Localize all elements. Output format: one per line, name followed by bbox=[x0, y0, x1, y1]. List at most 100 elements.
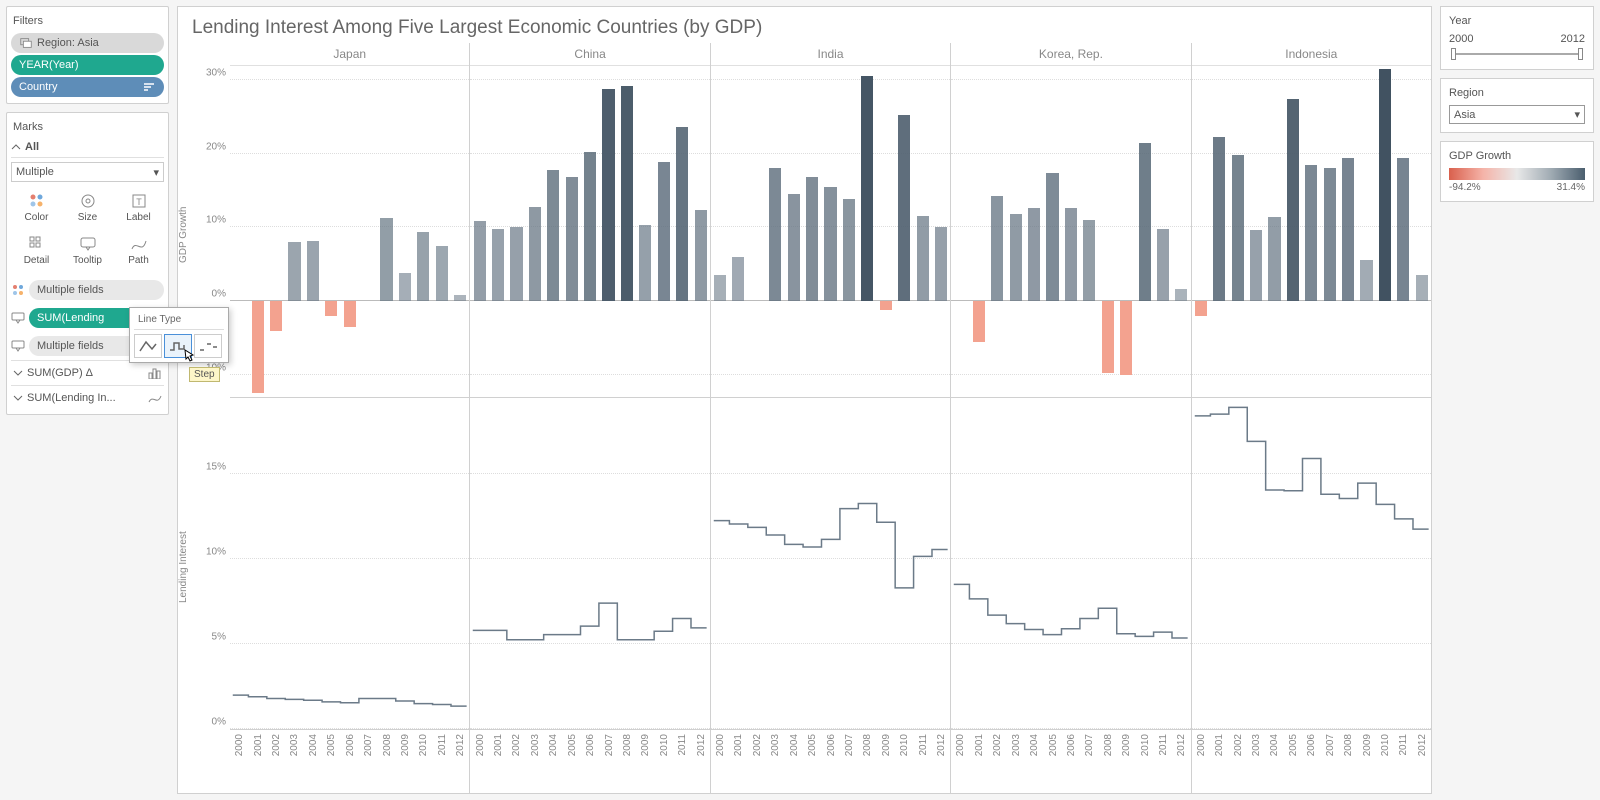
bar[interactable] bbox=[991, 196, 1003, 301]
x-tick: 2007 bbox=[844, 734, 855, 756]
bar[interactable] bbox=[861, 76, 873, 301]
filter-pill-region[interactable]: Region: Asia bbox=[11, 33, 164, 53]
bar[interactable] bbox=[529, 207, 541, 301]
bar[interactable] bbox=[1195, 301, 1207, 316]
x-tick: 2002 bbox=[752, 734, 763, 756]
bar[interactable] bbox=[1342, 158, 1354, 301]
bar[interactable] bbox=[806, 177, 818, 301]
x-tick: 2000 bbox=[475, 734, 486, 756]
bar[interactable] bbox=[1213, 137, 1225, 301]
facet-header: Indonesia bbox=[1192, 43, 1431, 66]
bar[interactable] bbox=[1416, 275, 1428, 302]
bar[interactable] bbox=[714, 275, 726, 301]
bar[interactable] bbox=[1360, 260, 1372, 301]
step-line[interactable] bbox=[954, 584, 1188, 638]
bar[interactable] bbox=[474, 221, 486, 301]
bar[interactable] bbox=[344, 301, 356, 327]
line-type-jump[interactable] bbox=[194, 334, 222, 358]
bar[interactable] bbox=[1324, 168, 1336, 301]
bar[interactable] bbox=[658, 162, 670, 301]
mark-label-button[interactable]: T Label bbox=[113, 186, 164, 229]
bar[interactable] bbox=[417, 232, 429, 301]
x-tick: 2004 bbox=[789, 734, 800, 756]
bar[interactable] bbox=[973, 301, 985, 342]
bar[interactable] bbox=[1046, 173, 1058, 301]
chart-title: Lending Interest Among Five Largest Econ… bbox=[178, 7, 1431, 43]
bar[interactable] bbox=[436, 246, 448, 301]
mark-tooltip-button[interactable]: Tooltip bbox=[62, 229, 113, 272]
mark-size-button[interactable]: Size bbox=[62, 186, 113, 229]
bar[interactable] bbox=[510, 227, 522, 301]
bar[interactable] bbox=[695, 210, 707, 301]
bar[interactable] bbox=[917, 216, 929, 302]
mark-type-select[interactable]: Multiple ▾ bbox=[11, 162, 164, 182]
bar[interactable] bbox=[1379, 69, 1391, 301]
marks-all-row[interactable]: All bbox=[11, 137, 164, 158]
bar[interactable] bbox=[1175, 289, 1187, 301]
x-tick: 2005 bbox=[567, 734, 578, 756]
detail-icon bbox=[28, 235, 46, 253]
bar[interactable] bbox=[1065, 208, 1077, 301]
bar[interactable] bbox=[639, 225, 651, 301]
bar[interactable] bbox=[1250, 230, 1262, 301]
bar[interactable] bbox=[1305, 165, 1317, 301]
slider-handle-max[interactable] bbox=[1578, 48, 1583, 60]
mark-detail-button[interactable]: Detail bbox=[11, 229, 62, 272]
bar[interactable] bbox=[399, 273, 411, 301]
bar[interactable] bbox=[325, 301, 337, 316]
bar[interactable] bbox=[288, 242, 300, 301]
bar[interactable] bbox=[1139, 143, 1151, 301]
bar[interactable] bbox=[1102, 301, 1114, 373]
bar[interactable] bbox=[1028, 208, 1040, 301]
filter-pill-country[interactable]: Country bbox=[11, 77, 164, 97]
year-slider[interactable] bbox=[1449, 47, 1585, 61]
bar[interactable] bbox=[1232, 155, 1244, 301]
region-select[interactable]: Asia ▾ bbox=[1449, 105, 1585, 124]
bar[interactable] bbox=[1120, 301, 1132, 375]
bar[interactable] bbox=[270, 301, 282, 331]
bar[interactable] bbox=[676, 127, 688, 301]
color-icon bbox=[11, 283, 25, 297]
line-subplot bbox=[951, 398, 1190, 730]
bar[interactable] bbox=[1397, 158, 1409, 301]
bar[interactable] bbox=[454, 295, 466, 301]
bar[interactable] bbox=[584, 152, 596, 301]
bar[interactable] bbox=[935, 227, 947, 301]
axis-sum-lending[interactable]: SUM(Lending In... bbox=[11, 385, 164, 410]
axis-sum-gdp[interactable]: SUM(GDP) Δ bbox=[11, 360, 164, 385]
bar[interactable] bbox=[898, 115, 910, 301]
bar[interactable] bbox=[1010, 214, 1022, 301]
bar[interactable] bbox=[1268, 217, 1280, 301]
bar[interactable] bbox=[880, 301, 892, 310]
bar[interactable] bbox=[602, 89, 614, 301]
filter-pill-year[interactable]: YEAR(Year) bbox=[11, 55, 164, 75]
x-tick: 2002 bbox=[1233, 734, 1244, 756]
x-tick: 2012 bbox=[455, 734, 466, 756]
bar[interactable] bbox=[824, 187, 836, 301]
step-line[interactable] bbox=[1194, 407, 1428, 529]
shelf-multiple-fields-1[interactable]: Multiple fields bbox=[11, 276, 164, 304]
y-tick: 30% bbox=[206, 67, 226, 78]
bar[interactable] bbox=[566, 177, 578, 301]
slider-handle-min[interactable] bbox=[1451, 48, 1456, 60]
bar[interactable] bbox=[843, 199, 855, 301]
bar[interactable] bbox=[1083, 220, 1095, 301]
bar[interactable] bbox=[1287, 99, 1299, 301]
bar[interactable] bbox=[547, 170, 559, 301]
bar[interactable] bbox=[1157, 229, 1169, 301]
bar[interactable] bbox=[380, 218, 392, 301]
bar[interactable] bbox=[769, 168, 781, 301]
bar[interactable] bbox=[492, 229, 504, 301]
bar[interactable] bbox=[788, 194, 800, 301]
y-tick: 10% bbox=[206, 215, 226, 226]
bar[interactable] bbox=[621, 86, 633, 301]
step-line[interactable] bbox=[473, 603, 707, 640]
bar[interactable] bbox=[252, 301, 264, 393]
mark-color-button[interactable]: Color bbox=[11, 186, 62, 229]
step-line[interactable] bbox=[714, 504, 948, 588]
line-type-linear[interactable] bbox=[134, 334, 162, 358]
mark-path-button[interactable]: Path bbox=[113, 229, 164, 272]
step-line[interactable] bbox=[233, 695, 467, 706]
bar[interactable] bbox=[307, 241, 319, 301]
bar[interactable] bbox=[732, 257, 744, 301]
